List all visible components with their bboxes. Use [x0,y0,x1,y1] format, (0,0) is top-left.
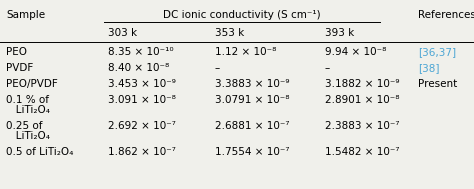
Text: 393 k: 393 k [325,28,354,38]
Text: LiTi₂O₄: LiTi₂O₄ [6,131,50,141]
Text: Sample: Sample [6,10,45,20]
Text: 1.5482 × 10⁻⁷: 1.5482 × 10⁻⁷ [325,147,400,157]
Text: 8.40 × 10⁻⁸: 8.40 × 10⁻⁸ [108,63,169,73]
Text: [36,37]: [36,37] [418,47,456,57]
Text: 0.5 of LiTi₂O₄: 0.5 of LiTi₂O₄ [6,147,73,157]
Text: –: – [215,63,220,73]
Text: PEO/PVDF: PEO/PVDF [6,79,58,89]
Text: 8.35 × 10⁻¹⁰: 8.35 × 10⁻¹⁰ [108,47,173,57]
Text: 2.8901 × 10⁻⁸: 2.8901 × 10⁻⁸ [325,95,400,105]
Text: 3.3883 × 10⁻⁹: 3.3883 × 10⁻⁹ [215,79,290,89]
Text: 303 k: 303 k [108,28,137,38]
Text: 9.94 × 10⁻⁸: 9.94 × 10⁻⁸ [325,47,386,57]
Text: PVDF: PVDF [6,63,33,73]
Text: PEO: PEO [6,47,27,57]
Text: 3.1882 × 10⁻⁹: 3.1882 × 10⁻⁹ [325,79,400,89]
Text: –: – [325,63,330,73]
Text: 2.3883 × 10⁻⁷: 2.3883 × 10⁻⁷ [325,121,400,131]
Text: DC ionic conductivity (S cm⁻¹): DC ionic conductivity (S cm⁻¹) [163,10,320,20]
Text: 1.862 × 10⁻⁷: 1.862 × 10⁻⁷ [108,147,176,157]
Text: LiTi₂O₄: LiTi₂O₄ [6,105,50,115]
Text: References: References [418,10,474,20]
Text: Present: Present [418,79,457,89]
Text: 0.1 % of: 0.1 % of [6,95,49,105]
Text: 3.0791 × 10⁻⁸: 3.0791 × 10⁻⁸ [215,95,290,105]
Text: 1.7554 × 10⁻⁷: 1.7554 × 10⁻⁷ [215,147,290,157]
Text: 2.692 × 10⁻⁷: 2.692 × 10⁻⁷ [108,121,176,131]
Text: [38]: [38] [418,63,439,73]
Text: 3.453 × 10⁻⁹: 3.453 × 10⁻⁹ [108,79,176,89]
Text: 2.6881 × 10⁻⁷: 2.6881 × 10⁻⁷ [215,121,290,131]
Text: 353 k: 353 k [215,28,244,38]
Text: 1.12 × 10⁻⁸: 1.12 × 10⁻⁸ [215,47,276,57]
Text: 0.25 of: 0.25 of [6,121,43,131]
Text: 3.091 × 10⁻⁸: 3.091 × 10⁻⁸ [108,95,176,105]
